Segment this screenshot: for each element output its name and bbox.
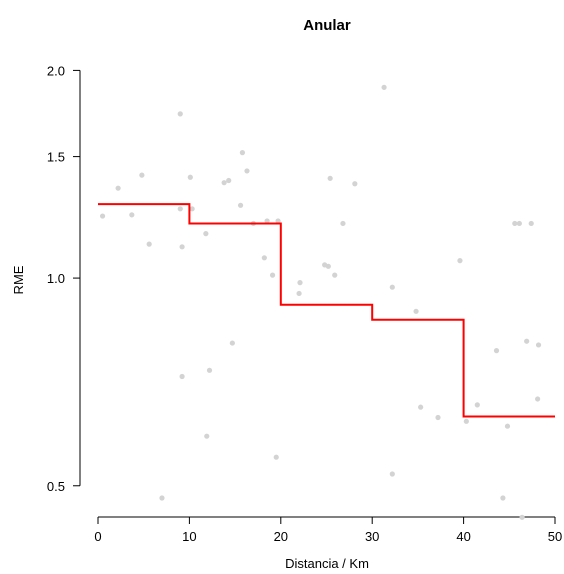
data-point [226,177,232,184]
data-point [352,181,358,187]
chart-title: Anular [303,17,351,34]
data-point [463,418,469,424]
data-point [187,174,193,180]
step-line [98,203,555,418]
data-point [332,272,338,278]
x-axis-label: Distancia / Km [285,556,369,571]
y-tick-label: 1.0 [47,271,65,286]
x-tick-label: 10 [182,529,196,544]
data-point [177,206,183,212]
data-point [146,241,152,247]
data-point [115,185,121,191]
data-point [418,404,424,410]
data-point [269,272,276,278]
data-point [159,495,165,501]
data-point [203,231,209,237]
data-point [99,213,106,219]
data-point [273,454,279,460]
data-point [493,348,500,354]
data-point [325,263,331,269]
data-point [297,280,303,286]
data-point [264,218,270,224]
data-point [129,212,135,218]
axes: 0.5 1.0 1.5 2.0 0 10 20 30 40 50 [47,63,562,544]
data-point [139,172,145,178]
data-point [516,220,522,227]
y-tick-label: 0.5 [47,479,65,494]
data-point [206,367,213,373]
data-point [177,111,183,117]
data-point [340,220,346,227]
x-tick-label: 20 [274,529,288,544]
data-point [229,340,235,346]
data-point [275,218,281,224]
data-point [204,433,210,439]
data-point [535,342,542,348]
data-point [535,396,541,402]
data-point [389,471,395,477]
data-point [179,244,185,250]
data-point [327,175,333,181]
data-point [244,168,250,174]
data-point [381,84,387,90]
x-tick-label: 0 [94,529,101,544]
data-point [528,220,534,227]
data-point [504,423,511,429]
x-tick-label: 40 [456,529,470,544]
points-layer [99,84,542,520]
data-point [524,338,530,344]
data-point [389,284,395,290]
data-point [474,402,480,408]
data-point [413,308,419,314]
data-point [296,290,302,297]
y-axis-label: RME [11,265,26,294]
data-point [179,373,185,380]
x-tick-label: 50 [548,529,562,544]
data-point [239,150,246,156]
data-point [261,255,267,261]
data-point [237,202,244,208]
y-tick-label: 1.5 [47,150,65,165]
data-point [519,514,525,520]
data-point [435,414,441,421]
data-point [189,206,195,212]
x-tick-label: 30 [365,529,379,544]
data-point [221,180,227,186]
data-point [500,495,506,501]
data-point [512,220,518,227]
step-line-layer [98,203,555,418]
y-tick-label: 2.0 [47,63,65,78]
data-point [457,258,463,264]
